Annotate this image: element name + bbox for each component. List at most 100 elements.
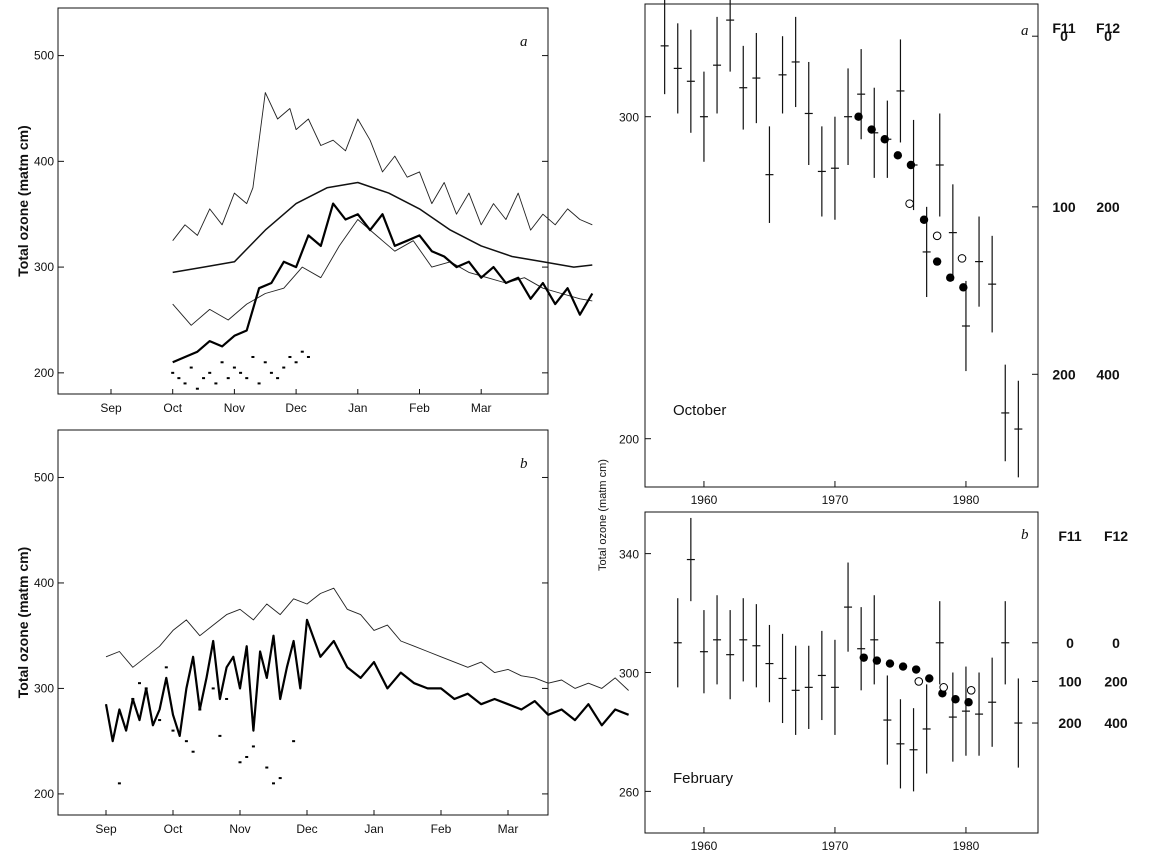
x-tick-label: Oct — [164, 822, 183, 836]
open-marker — [966, 686, 976, 695]
data-dot — [239, 371, 243, 374]
x-tick-label: Mar — [498, 822, 519, 836]
y-tick-label: 400 — [34, 576, 54, 590]
filled-marker — [946, 273, 955, 282]
y-tick-label: 300 — [619, 667, 639, 681]
x-tick-label: 1960 — [691, 493, 718, 507]
filled-marker — [872, 656, 882, 665]
y-tick-label: 300 — [34, 681, 54, 695]
right-axis-value-f11: 200 — [1052, 366, 1076, 382]
month-annotation: October — [673, 402, 726, 419]
y-tick-label: 500 — [34, 470, 54, 484]
right-axis-value-f11: 100 — [1058, 673, 1082, 689]
data-dot — [220, 361, 224, 364]
filled-marker — [951, 695, 960, 704]
data-dot — [288, 355, 292, 358]
data-dot — [208, 371, 212, 374]
right-axis-header-f11: F11 — [1058, 528, 1082, 544]
series-line-1 — [172, 181, 593, 274]
data-dot — [218, 734, 222, 737]
filled-marker — [925, 674, 934, 683]
data-dot — [117, 782, 121, 785]
x-tick-label: 1970 — [822, 839, 849, 853]
x-tick-label: Feb — [409, 401, 430, 415]
data-dot — [263, 361, 267, 364]
data-dot — [265, 766, 269, 769]
x-tick-label: Nov — [224, 401, 245, 415]
data-dot — [184, 740, 188, 743]
filled-marker — [885, 659, 895, 668]
y-tick-label: 400 — [34, 154, 54, 168]
right-axis-value-f12: 400 — [1104, 715, 1128, 731]
data-dot — [294, 361, 298, 364]
x-tick-label: Nov — [229, 822, 250, 836]
x-tick-label: 1960 — [691, 839, 718, 853]
filled-marker — [898, 662, 908, 671]
plot-frame — [57, 429, 549, 816]
right-axis-value-f11: 100 — [1052, 199, 1076, 215]
right-axis-value-f12: 200 — [1104, 673, 1128, 689]
data-dot — [171, 371, 175, 374]
panel-label: a — [1021, 23, 1029, 39]
data-dot — [272, 782, 275, 785]
data-dot — [202, 377, 206, 380]
x-tick-label: Mar — [471, 401, 492, 415]
filled-marker — [893, 151, 903, 160]
data-dot — [278, 777, 282, 780]
panel-left-b: b Total ozone (matm cm) 200 300 400 500 Sep Oct… — [15, 429, 630, 836]
panel-label: a — [520, 34, 528, 50]
data-dot — [245, 377, 249, 380]
panel-right-b: b February 260 300 340 1960 1970 1980 F11 F12 0 0 10… — [619, 511, 1128, 853]
data-dot — [251, 745, 255, 748]
x-tick-label: Oct — [163, 401, 182, 415]
x-tick-label: Dec — [296, 822, 317, 836]
data-dot — [257, 382, 261, 385]
right-axis-value-f12: 0 — [1104, 28, 1112, 44]
data-dot — [238, 761, 242, 764]
y-tick-label: 260 — [619, 785, 639, 799]
filled-marker — [854, 112, 863, 121]
right-axis-header-f12: F12 — [1104, 528, 1128, 544]
open-marker — [957, 254, 967, 263]
data-dot — [158, 719, 162, 722]
panel-label: b — [520, 456, 528, 472]
filled-marker — [880, 135, 889, 144]
open-marker — [932, 231, 942, 241]
panel-label: b — [1021, 527, 1029, 543]
data-dot — [211, 687, 215, 690]
filled-marker — [932, 257, 942, 266]
series-line-0 — [105, 587, 629, 691]
plot-frame — [644, 3, 1039, 488]
data-dot — [269, 371, 273, 374]
data-dot — [225, 697, 229, 700]
right-axis-header-f12: F12 — [1096, 20, 1120, 36]
data-dot — [251, 355, 255, 358]
data-dot — [189, 366, 193, 369]
y-tick-label: 200 — [619, 433, 639, 447]
y-axis-label-right: Total ozone (matm cm) — [597, 459, 609, 571]
data-dot — [183, 382, 187, 385]
data-dot — [282, 366, 286, 369]
plot-frame — [57, 7, 549, 395]
filled-marker — [959, 283, 968, 292]
series-line-2 — [172, 219, 593, 326]
right-axis-header-f11: F11 — [1052, 20, 1076, 36]
x-tick-label: Jan — [348, 401, 367, 415]
data-dot — [245, 755, 249, 758]
x-tick-label: Jan — [364, 822, 383, 836]
data-dot — [226, 377, 230, 380]
data-dot — [191, 750, 195, 753]
x-tick-label: 1980 — [953, 493, 980, 507]
data-dot — [300, 350, 304, 353]
data-dot — [198, 708, 202, 711]
x-tick-label: Dec — [285, 401, 306, 415]
right-axis-value-f11: 200 — [1058, 715, 1082, 731]
x-tick-label: Sep — [100, 401, 122, 415]
data-dot — [171, 729, 175, 732]
open-marker — [905, 199, 914, 208]
data-dot — [306, 355, 310, 358]
data-dot — [195, 387, 199, 390]
data-dot — [292, 740, 296, 743]
